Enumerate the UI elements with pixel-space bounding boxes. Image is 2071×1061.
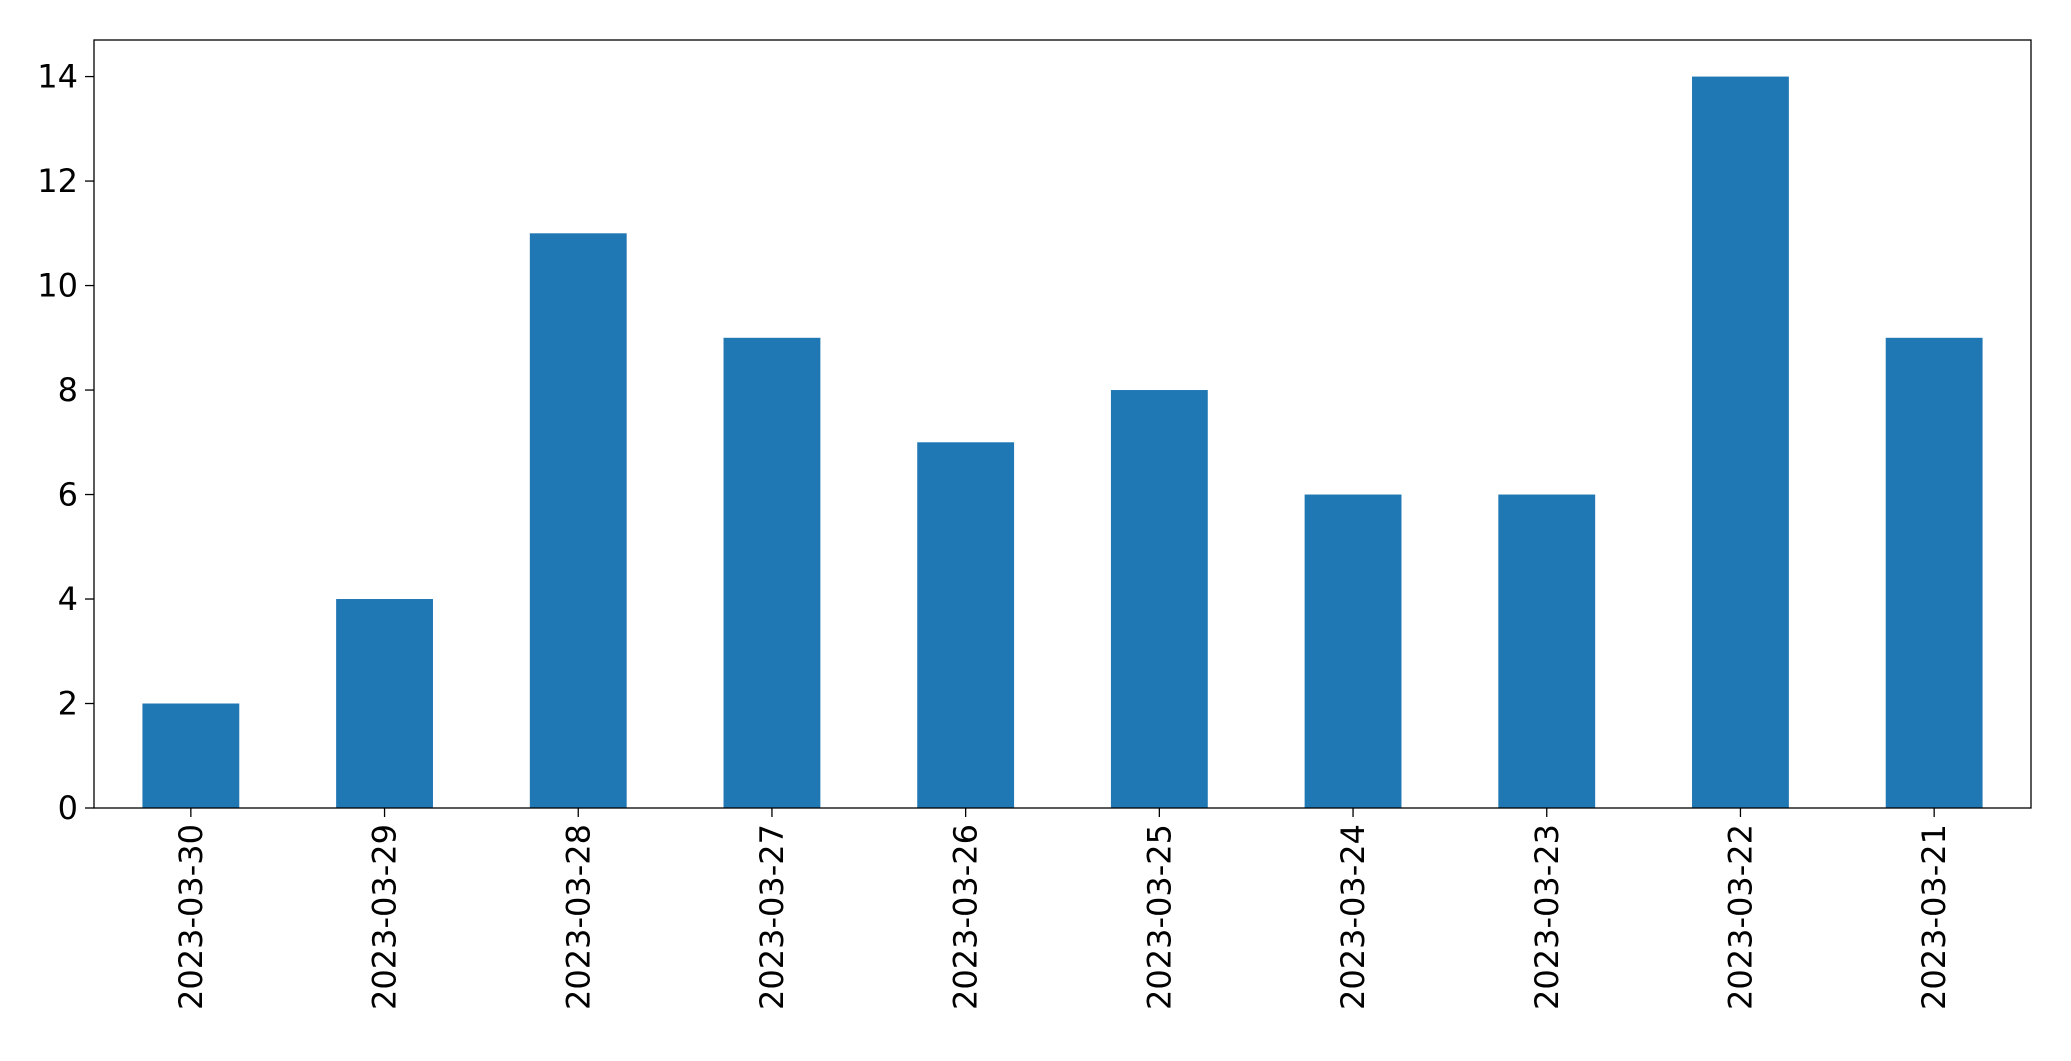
- x-tick-label: 2023-03-25: [1140, 824, 1178, 1010]
- y-tick-label: 4: [58, 580, 78, 618]
- x-tick-label: 2023-03-27: [753, 824, 791, 1010]
- y-tick-label: 0: [58, 789, 78, 827]
- bar: [1498, 494, 1596, 808]
- bar: [142, 703, 240, 808]
- y-tick-label: 8: [58, 371, 78, 409]
- y-tick-label: 2: [58, 685, 78, 723]
- bar: [1304, 494, 1402, 808]
- bar: [1692, 76, 1789, 809]
- bar: [529, 233, 627, 808]
- x-tick-label: 2023-03-21: [1915, 824, 1953, 1010]
- bar: [917, 442, 1015, 808]
- y-tick-label: 12: [37, 162, 78, 200]
- x-tick-label: 2023-03-23: [1528, 824, 1566, 1010]
- y-tick-label: 6: [58, 476, 78, 514]
- y-tick-label: 10: [37, 267, 78, 305]
- plot-frame: [93, 39, 2032, 809]
- x-tick-label: 2023-03-22: [1721, 824, 1759, 1010]
- x-tick-label: 2023-03-28: [559, 824, 597, 1010]
- bar: [1885, 337, 1983, 808]
- bar: [336, 599, 433, 808]
- y-tick-label: 14: [37, 58, 78, 96]
- x-tick-label: 2023-03-24: [1334, 824, 1372, 1010]
- x-tick-label: 2023-03-29: [366, 824, 404, 1010]
- bar: [1110, 390, 1208, 808]
- bar: [723, 337, 821, 808]
- x-tick-label: 2023-03-26: [947, 824, 985, 1010]
- x-tick-label: 2023-03-30: [172, 824, 210, 1010]
